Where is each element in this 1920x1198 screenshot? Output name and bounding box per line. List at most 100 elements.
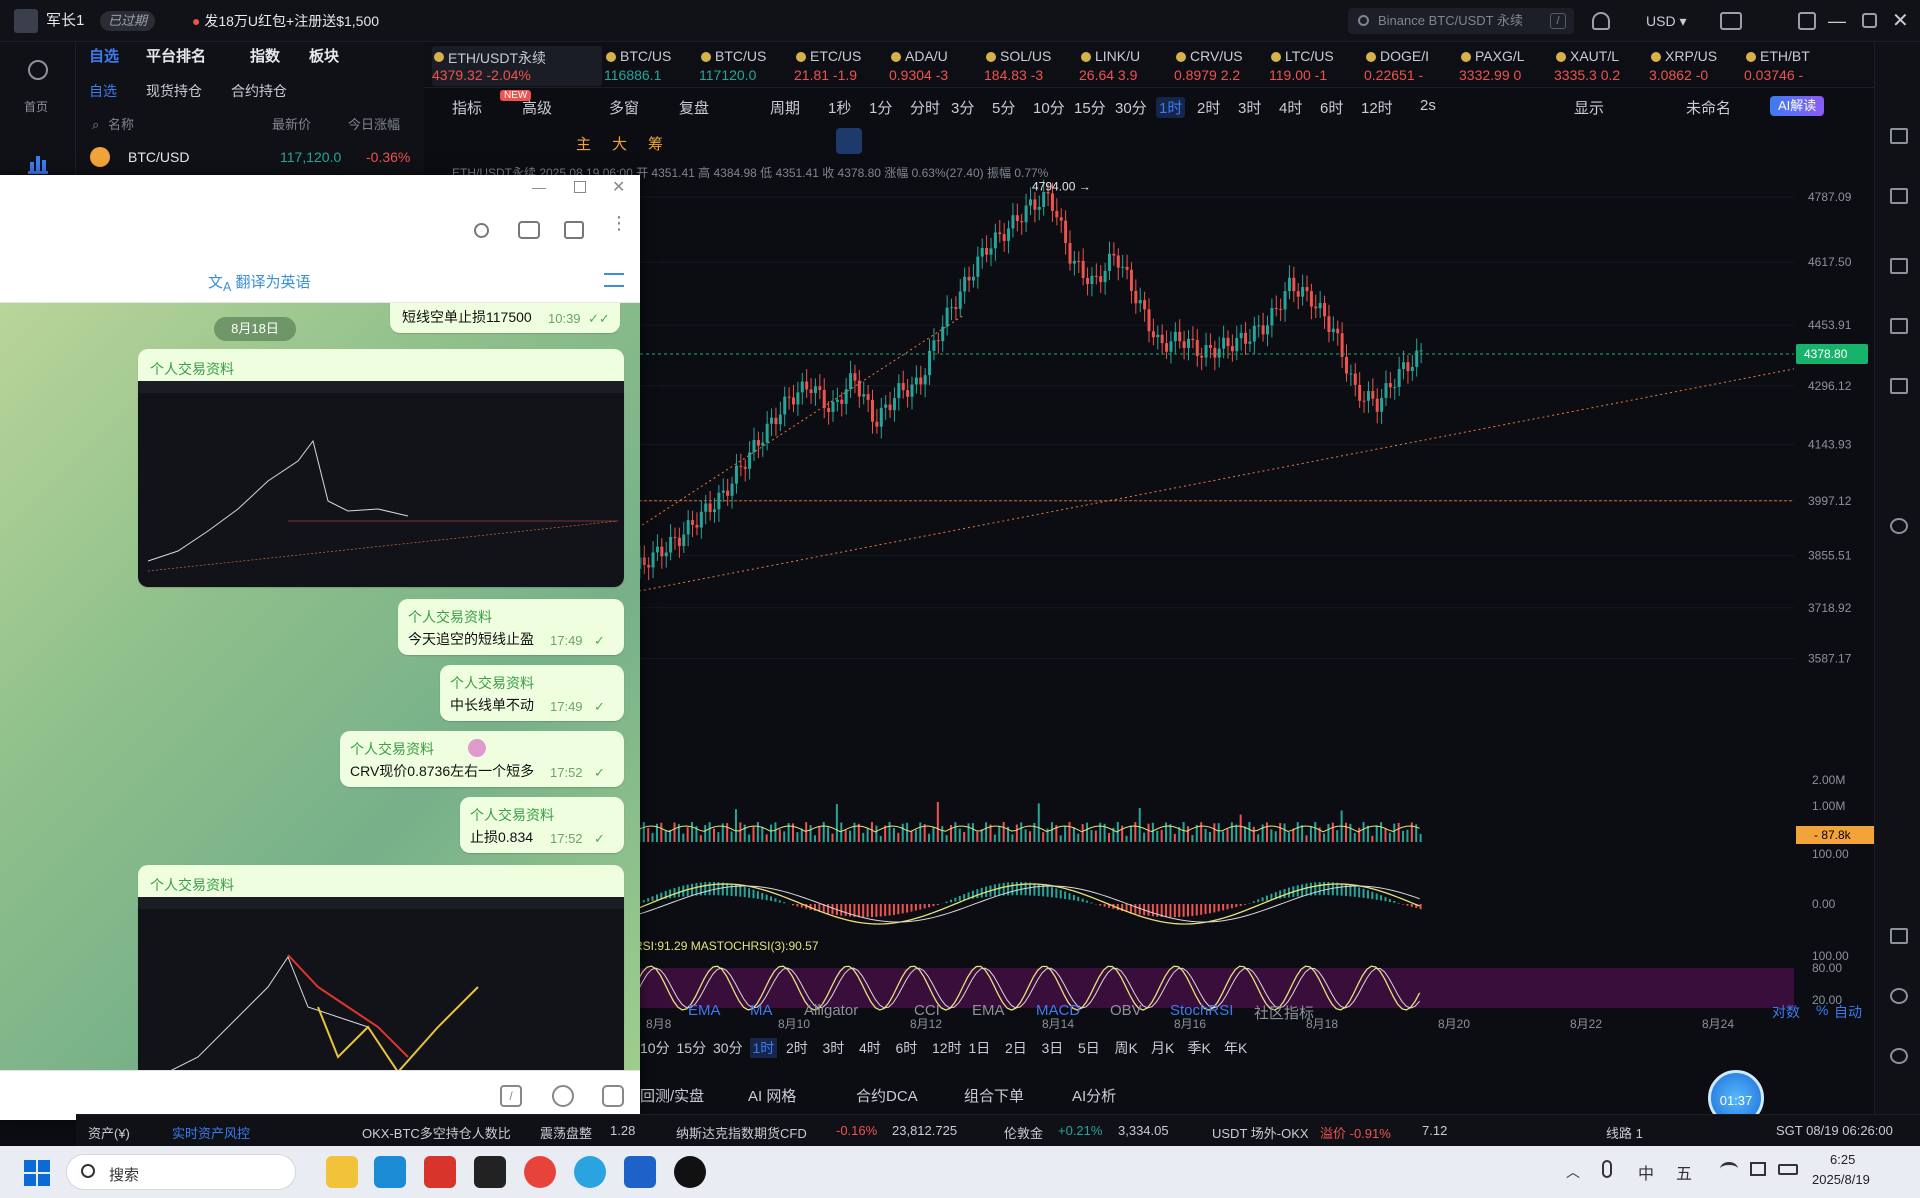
interval-8[interactable]: 1时 [1156, 97, 1186, 118]
wifi-icon[interactable] [1720, 1162, 1738, 1176]
refresh-rate[interactable]: 2s [1420, 97, 1436, 114]
bottom-interval-1[interactable]: 15分 [676, 1040, 707, 1056]
username[interactable]: 军长1 [46, 12, 85, 29]
message-bubble[interactable]: 个人交易资料 中长线单不动 17:49 ✓ [440, 665, 624, 721]
indicator-tab-7[interactable]: StochRSI [1170, 1002, 1234, 1019]
popout-icon[interactable] [1798, 12, 1816, 30]
interval-10[interactable]: 3时 [1238, 100, 1262, 117]
indicator-button[interactable]: 指标 [452, 100, 483, 117]
ticker-tab[interactable]: PAXG/L 3332.99 0 [1459, 46, 1554, 86]
chart-canvas[interactable]: 4787.09 4617.50 4453.91 4296.12 4143.93 3997.… [424, 162, 1874, 1032]
app-icon[interactable] [474, 1156, 506, 1188]
minimize-button[interactable]: — [1828, 11, 1846, 31]
interval-3[interactable]: 3分 [951, 100, 975, 117]
bottom-tab-0[interactable]: 回测/实盘 [640, 1088, 705, 1105]
image-message[interactable]: 个人交易资料 [138, 349, 624, 587]
indicator-tab-6[interactable]: OBV [1110, 1002, 1142, 1019]
display-button[interactable]: 显示 [1574, 100, 1605, 117]
qq-icon[interactable] [674, 1156, 706, 1188]
interval-11[interactable]: 4时 [1279, 100, 1303, 117]
col-price[interactable]: 最新价 [272, 117, 312, 132]
expired-badge[interactable]: 已过期 [100, 11, 156, 31]
battery-icon[interactable] [1778, 1164, 1798, 1175]
message-bubble[interactable]: 短线空单止损117500 10:39 ✓✓ [390, 303, 620, 333]
sidebar-toggle-icon[interactable] [564, 221, 584, 239]
mail-icon[interactable] [1720, 12, 1742, 30]
col-name[interactable]: 名称 [108, 117, 135, 132]
tab-favorites[interactable]: 自选 [89, 48, 120, 65]
bottom-interval-7[interactable]: 6时 [895, 1040, 918, 1056]
attach-icon[interactable] [602, 1085, 624, 1107]
currency-select[interactable]: USD ▾ [1646, 13, 1687, 29]
scale-option-2[interactable]: 自动 [1834, 1004, 1862, 1020]
bottom-interval-13[interactable]: 周K [1114, 1040, 1138, 1056]
multi-window-button[interactable]: 多窗 [609, 100, 640, 117]
ticker-tab[interactable]: LTC/US 119.00 -1 [1269, 46, 1364, 86]
big-order-tool[interactable]: 大 [612, 136, 628, 153]
volume-icon[interactable] [1750, 1162, 1766, 1176]
tray-chevron-icon[interactable]: ︿ [1566, 1164, 1580, 1180]
bottom-interval-12[interactable]: 5日 [1078, 1040, 1100, 1056]
ticker-tab[interactable]: ETH/USDT永续 4379.32 -2.04% [432, 46, 602, 86]
layout-icon[interactable] [1890, 928, 1908, 944]
indicator-tab-1[interactable]: MA [750, 1002, 773, 1019]
subtab-futures[interactable]: 合约持仓 [231, 83, 287, 99]
chat-messages[interactable]: 短线空单止损117500 10:39 ✓✓ 8月18日 个人交易资料 个人交易资 [0, 303, 640, 1070]
market-icon[interactable] [28, 154, 48, 174]
bottom-interval-4[interactable]: 2时 [786, 1040, 808, 1056]
indicator-tab-5[interactable]: MACD [1036, 1002, 1081, 1019]
bottom-interval-3[interactable]: 1时 [749, 1038, 778, 1058]
main-force-tool[interactable]: 主 [576, 136, 592, 153]
bottom-interval-10[interactable]: 2日 [1005, 1040, 1027, 1056]
home-icon[interactable] [28, 60, 48, 80]
bottom-interval-16[interactable]: 年K [1224, 1040, 1248, 1056]
indicator-tab-0[interactable]: EMA [688, 1002, 721, 1019]
windows-start-icon[interactable] [24, 1160, 50, 1186]
translate-link[interactable]: 文A 翻译为英语 [208, 274, 311, 294]
tab-platform-rank[interactable]: 平台排名 [146, 48, 207, 65]
message-input-bar[interactable]: / [0, 1070, 640, 1120]
interval-7[interactable]: 30分 [1115, 100, 1147, 117]
avatar[interactable] [14, 9, 38, 33]
ticker-tab[interactable]: XRP/US 3.0862 -0 [1649, 46, 1744, 86]
monitor-icon[interactable] [1890, 318, 1908, 334]
symbol-search[interactable]: Binance BTC/USDT 永续 / [1348, 8, 1574, 34]
mic-icon[interactable] [1602, 1160, 1612, 1178]
chips-tool[interactable]: 筹 [648, 136, 664, 153]
line-status[interactable]: 线路 1 [1606, 1126, 1643, 1141]
pencil-icon[interactable] [836, 128, 862, 154]
robot-icon[interactable] [1890, 1048, 1908, 1064]
search-icon[interactable] [474, 223, 489, 238]
ticker-tab[interactable]: SOL/US 184.83 -3 [984, 46, 1079, 86]
bell-icon[interactable] [1592, 12, 1610, 30]
ticker-tab[interactable]: ETH/BT 0.03746 - [1744, 46, 1839, 86]
file-explorer-icon[interactable] [326, 1156, 358, 1188]
message-bubble[interactable]: 个人交易资料 止损0.834 17:52 ✓ [460, 797, 624, 853]
bottom-tab-1[interactable]: AI 网格 [748, 1088, 797, 1105]
ime-lang[interactable]: 中 [1638, 1166, 1655, 1183]
live-chat-icon[interactable] [518, 221, 540, 239]
wallet-icon[interactable] [1890, 378, 1908, 394]
bottom-tab-3[interactable]: 组合下单 [964, 1088, 1025, 1105]
ai-button[interactable]: AI解读 [1770, 96, 1825, 116]
col-change[interactable]: 今日涨幅 [348, 117, 401, 132]
chat-close-icon[interactable]: ✕ [612, 179, 626, 196]
ticker-tab[interactable]: ADA/U 0.9304 -3 [889, 46, 984, 86]
clock-time[interactable]: 6:25 [1830, 1152, 1856, 1167]
interval-9[interactable]: 2时 [1197, 100, 1221, 117]
chart-screenshot-thumbnail[interactable] [138, 381, 624, 587]
interval-0[interactable]: 1秒 [828, 100, 852, 117]
indicator-tab-4[interactable]: EMA [972, 1002, 1005, 1019]
ticker-tab[interactable]: ETC/US 21.81 -1.9 [794, 46, 889, 86]
signal-icon[interactable] [1890, 518, 1908, 534]
interval-2[interactable]: 分时 [910, 100, 941, 117]
bottom-interval-2[interactable]: 30分 [713, 1040, 743, 1056]
ticker-tab[interactable]: LINK/U 26.64 3.9 [1079, 46, 1174, 86]
image-message[interactable]: 个人交易资料 [138, 865, 624, 1070]
trade-icon[interactable] [1890, 188, 1908, 204]
subtab-spot[interactable]: 现货持仓 [146, 83, 202, 99]
command-icon[interactable]: / [500, 1085, 522, 1107]
bottom-interval-11[interactable]: 3日 [1041, 1040, 1064, 1056]
bottom-interval-5[interactable]: 3时 [822, 1040, 845, 1056]
stats-icon[interactable] [1890, 258, 1908, 274]
